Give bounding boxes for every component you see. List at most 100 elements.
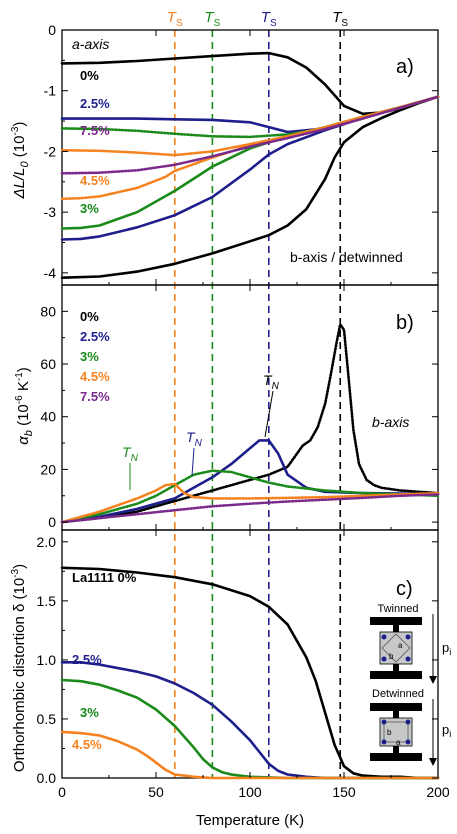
detwinned-atom: [381, 719, 387, 725]
detwinned-atom: [405, 719, 411, 725]
panel-c-y-ticks: 0.0 0.5 1.0 1.5 2.0: [37, 534, 438, 786]
series-line-4-5-: [60, 482, 440, 524]
x-tick-label: 100: [238, 784, 262, 800]
twinned-atom: [381, 634, 387, 640]
tn-label-0pct: TN: [263, 372, 280, 392]
tn-annotation-0pct: TN: [263, 372, 280, 438]
y-tick-label: -2: [44, 143, 57, 159]
legend-label: 3%: [80, 705, 99, 720]
detwinned-domain: [383, 721, 409, 743]
series-line-0-b-axis: [60, 95, 440, 279]
y-tick-label: 2.0: [37, 534, 57, 550]
ts-label: TS: [167, 9, 183, 29]
inset-detwinned-label: Detwinned: [372, 688, 424, 700]
tn-annotation-2-5pct: TN: [186, 429, 203, 477]
legend-label: 2.5%: [80, 329, 110, 344]
twinned-bottom-anvil: [370, 671, 422, 679]
legend-label: La1111 0%: [72, 570, 137, 585]
twinned-pressure-label: pi: [442, 640, 451, 657]
panel-b-series: [60, 323, 440, 524]
x-tick-label: 0: [58, 784, 66, 800]
detwinned-a-label: a: [396, 738, 401, 747]
transition-temperature-labels: TS TS TS TS: [167, 9, 349, 29]
y-tick-label: -3: [44, 204, 57, 220]
panel-a-series: [60, 51, 440, 279]
twinned-a-label: a: [398, 641, 403, 650]
twinned-top-stem: [393, 625, 399, 632]
panel-b-y-ticks: 0 20 40 60 80: [40, 303, 438, 530]
ts-label: TS: [204, 9, 220, 29]
detwinned-bottom-anvil: [370, 753, 422, 761]
series-line-2-5-a: [60, 95, 440, 134]
series-line-4-5-: [60, 730, 440, 780]
detwinned-bottom-stem: [393, 746, 399, 753]
series-line-0-a-axis: [60, 51, 440, 116]
series-line-3-: [60, 469, 440, 524]
panel-a-legend: 0% 2.5% 7.5% 4.5% 3%: [80, 68, 110, 216]
y-tick-label: 40: [40, 409, 56, 425]
ts-label: TS: [332, 9, 348, 29]
panel-a-y-ticks: 0 -1 -2 -3 -4: [44, 22, 438, 281]
b-axis-detwinned-label: b-axis / detwinned: [290, 249, 403, 265]
tn-arrow-0pct: [264, 390, 274, 438]
legend-label: 4.5%: [72, 737, 102, 752]
panel-a-frame: [61, 29, 439, 286]
ts-label: TS: [261, 9, 277, 29]
legend-label: 2.5%: [72, 652, 102, 667]
series-line-3-b: [60, 95, 440, 230]
twinned-atom: [381, 656, 387, 662]
detwinned-b-label: b: [387, 728, 392, 737]
y-tick-label: 0: [48, 514, 56, 530]
detwinned-top-anvil: [370, 703, 422, 711]
b-axis-label: b-axis: [372, 414, 409, 430]
tn-arrow-2-5pct: [191, 447, 195, 477]
tn-label-3pct: TN: [122, 444, 139, 464]
inset-twinned-label: Twinned: [378, 603, 419, 615]
panel-b: 0 20 40 60 80 0% 2.5% 3% 4.5% 7.5% b-axis b) αb …: [14, 284, 440, 531]
y-tick-label: 0.5: [37, 711, 57, 727]
y-tick-label: 80: [40, 303, 56, 319]
legend-label: 7.5%: [80, 123, 110, 138]
legend-label: 0%: [80, 309, 99, 324]
series-line-7-5-: [60, 95, 440, 175]
panel-c-legend: La1111 0% 2.5% 3% 4.5%: [72, 570, 137, 752]
x-tick-label: 150: [332, 784, 356, 800]
twinned-domain: [381, 633, 411, 663]
twinned-top-anvil: [370, 617, 422, 625]
y-tick-label: 0.0: [37, 770, 57, 786]
legend-label: 4.5%: [80, 173, 110, 188]
panel-b-legend: 0% 2.5% 3% 4.5% 7.5%: [80, 309, 110, 404]
y-tick-label: -1: [44, 83, 57, 99]
y-tick-label: -4: [44, 265, 57, 281]
strain-inset: Twinned a b pi Detwinned b: [370, 603, 451, 766]
x-tick-label: 200: [426, 784, 450, 800]
detwinned-top-stem: [393, 711, 399, 718]
y-tick-label: 0: [48, 22, 56, 38]
y-tick-label: 60: [40, 356, 56, 372]
panel-c-letter: c): [396, 578, 413, 600]
panel-c-series: [60, 566, 440, 780]
series-line-7-5-: [60, 493, 440, 524]
legend-label: 7.5%: [80, 389, 110, 404]
legend-label: 3%: [80, 201, 99, 216]
y-tick-label: 1.0: [37, 652, 57, 668]
panel-c-y-label: Orthorhombic distortion δ (10-3): [10, 564, 28, 772]
twinned-bottom-stem: [393, 664, 399, 671]
legend-label: 3%: [80, 349, 99, 364]
panel-a-y-label: ΔL/L0 (10-3): [10, 122, 31, 200]
panel-c: 0.0 0.5 1.0 1.5 2.0 La1111 0% 2.5% 3% 4.5% c) O…: [10, 529, 451, 786]
x-tick-label: 50: [148, 784, 164, 800]
x-axis-label: Temperature (K): [196, 812, 304, 829]
panel-b-letter: b): [396, 312, 414, 334]
y-tick-label: 1.5: [37, 593, 57, 609]
detwinned-atom: [381, 739, 387, 745]
tn-label-2-5pct: TN: [186, 429, 203, 449]
series-line-0-: [60, 323, 440, 524]
twinned-atom: [405, 634, 411, 640]
legend-label: 0%: [80, 68, 99, 83]
legend-label: 2.5%: [80, 96, 110, 111]
panel-a: 0 -1 -2 -3 -4 0% 2.5% 7.5% 4.5% 3% a-axis b-axis…: [10, 22, 440, 286]
panel-b-y-label: αb (10-6 K-1): [14, 367, 35, 445]
twinned-arrowhead: [429, 676, 437, 684]
